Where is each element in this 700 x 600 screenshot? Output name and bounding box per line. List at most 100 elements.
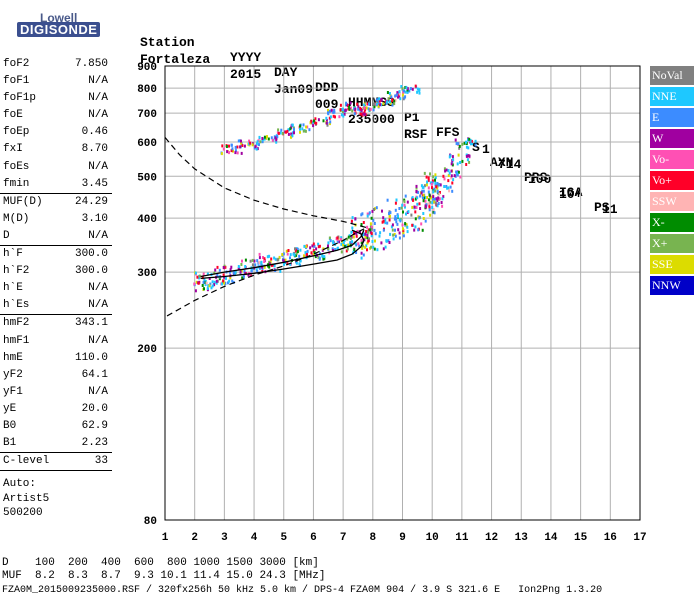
legend-item: SSW <box>650 192 694 211</box>
param-label: B0 <box>3 419 17 432</box>
echo-point <box>408 89 411 93</box>
echo-point <box>204 283 207 287</box>
echo-point <box>373 105 376 109</box>
echo-point <box>426 180 429 184</box>
echo-point <box>397 214 399 218</box>
echo-point <box>282 252 285 256</box>
echo-point <box>370 232 373 236</box>
echo-point <box>403 203 406 207</box>
echo-point <box>370 216 373 220</box>
y-tick-label: 200 <box>137 344 157 356</box>
echo-point <box>353 107 356 111</box>
echo-point <box>236 151 239 155</box>
echo-point <box>293 253 296 257</box>
echo-point <box>299 259 302 263</box>
echo-point <box>363 110 366 114</box>
echo-point <box>214 268 217 272</box>
param-row: h`F 300.0 <box>0 246 112 263</box>
echo-point <box>461 159 464 163</box>
ionogram-chart: 1 2 3 4 5 6 7 8 9 10 11 12 13 14 15 16 17802003004005006… <box>137 62 646 544</box>
echo-point <box>231 147 234 151</box>
echo-point <box>336 247 339 251</box>
echo-point <box>362 244 364 248</box>
param-label: MUF(D) <box>3 195 43 208</box>
echo-point <box>385 239 388 243</box>
echo-point <box>286 252 289 256</box>
echo-point <box>262 256 264 259</box>
echo-point <box>399 97 402 101</box>
y-tick-label: 700 <box>137 109 157 121</box>
distance-row: D 100 200 400 600 800 1000 1500 3000 [km… <box>2 557 319 569</box>
echo-point <box>248 139 251 143</box>
header-label-hhmmss: HHMMSS <box>348 95 395 110</box>
echo-point <box>222 279 225 283</box>
echo-point <box>198 274 201 278</box>
echo-point <box>445 185 448 188</box>
chart-grid <box>164 65 641 521</box>
echo-point <box>422 217 425 220</box>
muf-row: MUF 8.2 8.3 8.7 9.3 10.1 11.4 15.0 24.3 … <box>2 570 326 582</box>
echo-point <box>403 89 405 93</box>
echo-point <box>450 176 453 180</box>
echo-point <box>467 138 469 142</box>
echo-point <box>463 141 466 145</box>
echo-point <box>263 257 266 261</box>
echo-point <box>454 138 457 142</box>
param-label: yF2 <box>3 368 23 381</box>
echo-point <box>387 239 390 243</box>
x-tick-label: 17 <box>633 532 646 544</box>
echo-point <box>216 265 219 269</box>
header-label-axn: AXN <box>490 155 514 170</box>
echo-point <box>376 98 379 102</box>
echo-point <box>296 250 299 254</box>
echo-point <box>352 235 355 239</box>
echo-point <box>373 228 376 232</box>
echo-point <box>427 178 430 182</box>
legend-item: X+ <box>650 234 694 253</box>
echo-point <box>313 121 316 125</box>
echo-point <box>422 185 425 189</box>
echo-point <box>285 130 287 134</box>
echo-point <box>371 240 374 243</box>
echo-point <box>450 169 453 173</box>
echo-point <box>261 267 264 271</box>
param-value: 20.0 <box>81 402 108 415</box>
echo-point <box>336 236 339 240</box>
param-label: h`F2 <box>3 265 30 278</box>
echo-point <box>396 91 399 95</box>
echo-point <box>450 174 453 178</box>
echo-point <box>439 191 441 194</box>
echo-point <box>296 247 299 251</box>
echo-point <box>391 223 394 227</box>
echo-point <box>415 206 418 209</box>
echo-point <box>334 115 336 119</box>
echo-point <box>446 186 449 190</box>
echo-point <box>255 147 258 151</box>
echo-point <box>428 193 431 197</box>
echo-point <box>230 265 233 269</box>
parameter-panel: foF2 7.850 foF1 N/A foF1p N/A foE N/A foEp 0.… <box>0 56 112 521</box>
echo-point <box>429 200 432 204</box>
echo-point <box>228 151 230 155</box>
echo-point <box>325 118 328 122</box>
echo-point <box>412 198 414 202</box>
chart-curves <box>164 137 369 318</box>
echo-point <box>322 257 325 261</box>
echo-point <box>447 186 450 190</box>
echo-point <box>468 160 471 164</box>
echo-point <box>418 216 421 220</box>
echo-point <box>225 145 228 148</box>
echo-point <box>442 195 445 199</box>
echo-point <box>281 132 284 135</box>
echo-point <box>260 261 263 265</box>
echo-point <box>325 121 328 125</box>
echo-point <box>360 108 363 112</box>
echo-point <box>338 115 341 119</box>
echo-point <box>362 253 365 257</box>
param-row: yF1 N/A <box>0 384 112 401</box>
x-tick-label: 11 <box>455 532 469 544</box>
echo-point <box>215 279 218 283</box>
echo-point <box>401 87 404 91</box>
x-tick-label: 1 <box>162 532 169 544</box>
legend-item: NoVal <box>650 66 694 85</box>
